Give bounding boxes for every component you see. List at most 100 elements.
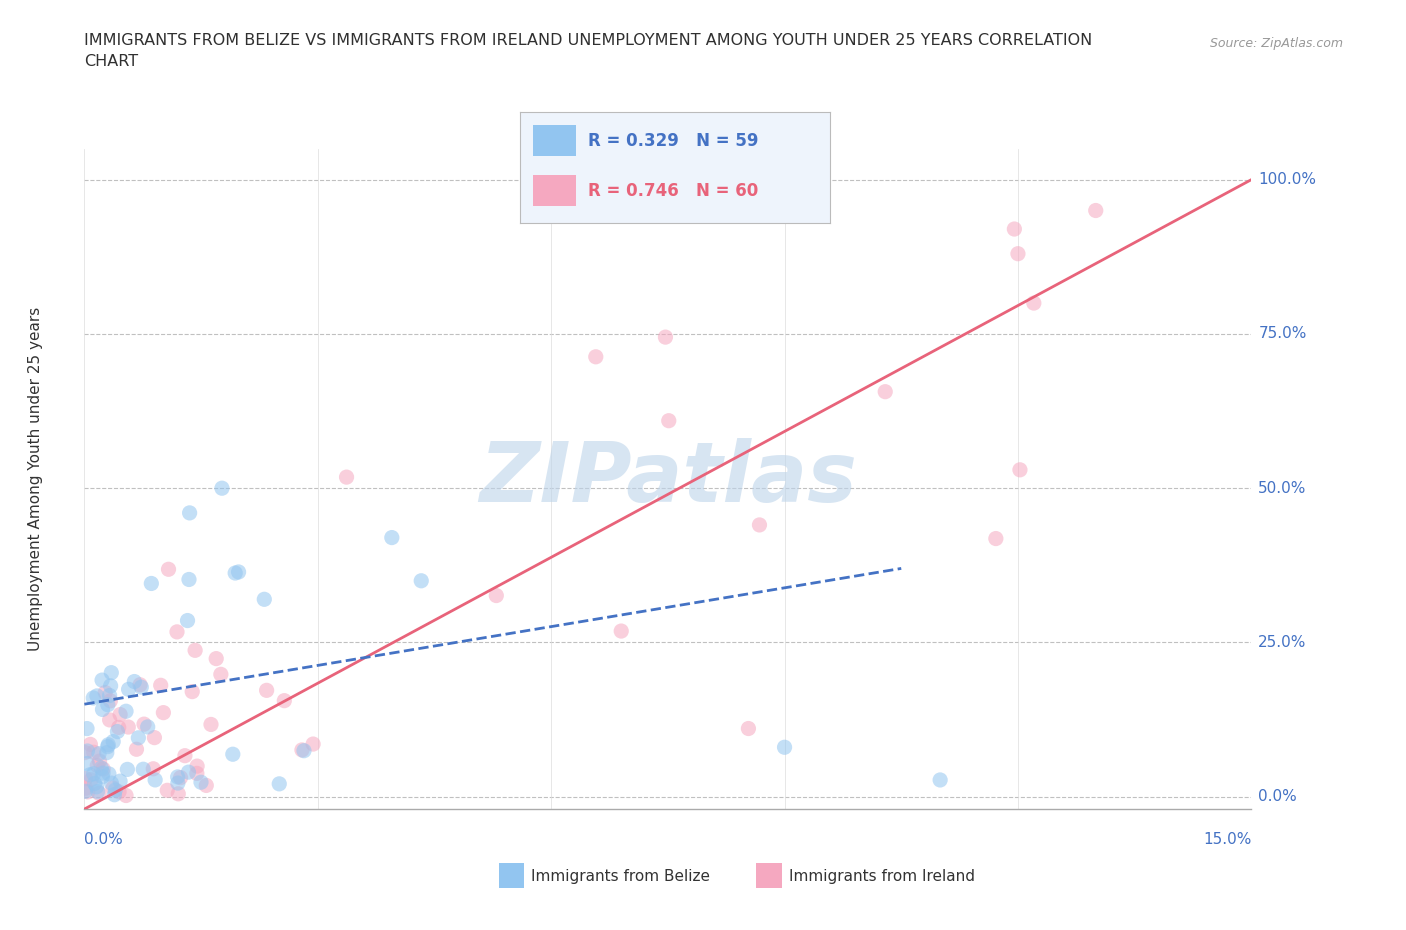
Point [90,761,112,776]
Point [190,775,212,790]
Point [184,643,207,658]
Point [209,667,232,682]
Point [98,688,121,703]
Point [169,770,191,785]
Text: 75.0%: 75.0% [1258,326,1306,341]
Point [101,780,124,795]
Point [91,769,114,784]
Text: R = 0.746   N = 60: R = 0.746 N = 60 [588,182,758,200]
Point [167,787,190,802]
Text: R = 0.329   N = 59: R = 0.329 N = 59 [588,132,759,150]
Point [174,749,197,764]
Text: 0.0%: 0.0% [84,832,124,847]
Point [132,717,155,732]
Point [143,773,166,788]
Point [97,739,120,754]
Point [269,777,291,791]
Point [200,717,222,732]
Point [166,776,188,790]
Point [76,785,98,800]
Point [91,672,114,687]
Point [141,576,163,591]
Point [98,712,121,727]
Point [80,772,103,787]
Point [166,624,188,639]
Point [97,737,120,752]
Point [100,776,122,790]
Point [115,788,138,803]
Point [91,762,114,777]
Bar [533,125,576,156]
Point [115,704,138,719]
Point [108,707,131,722]
Bar [533,175,576,206]
Text: CHART: CHART [84,54,138,69]
Point [291,742,314,757]
Point [737,721,759,736]
Point [132,762,155,777]
Point [166,769,188,784]
Point [748,517,770,532]
Point [100,665,122,680]
Point [82,691,104,706]
Point [83,766,105,781]
Point [181,684,204,699]
Point [107,720,129,735]
Point [94,685,117,700]
Point [104,783,127,798]
Point [610,624,633,639]
Point [86,779,108,794]
Point [86,688,108,703]
Point [97,766,120,781]
Point [125,742,148,757]
Point [75,771,97,786]
Point [108,784,131,799]
Point [1007,246,1029,261]
Point [89,753,111,768]
Point [97,698,120,712]
Text: Unemployment Among Youth under 25 years: Unemployment Among Youth under 25 years [28,307,42,651]
Point [91,765,114,780]
Point [658,413,681,428]
Point [222,747,245,762]
Point [76,756,98,771]
Point [103,734,125,749]
Point [224,565,246,580]
Point [1022,296,1045,311]
Point [152,705,174,720]
Text: 25.0%: 25.0% [1258,635,1306,650]
Point [117,720,139,735]
Point [1084,203,1107,218]
Point [142,762,165,777]
Point [127,730,149,745]
Point [149,678,172,693]
Point [76,744,98,759]
Point [186,766,208,781]
Point [75,784,97,799]
Point [211,481,233,496]
Point [117,682,139,697]
Text: ZIPatlas: ZIPatlas [479,438,856,520]
Text: 100.0%: 100.0% [1258,172,1316,187]
Point [292,743,315,758]
Text: 15.0%: 15.0% [1204,832,1251,847]
Point [179,505,201,520]
Point [117,762,139,777]
Point [335,470,357,485]
Point [100,678,122,693]
Point [302,737,325,751]
Point [157,562,180,577]
Point [253,591,276,606]
Point [129,680,152,695]
Point [176,613,198,628]
Point [195,778,218,793]
Text: Immigrants from Ireland: Immigrants from Ireland [789,869,974,883]
Text: 50.0%: 50.0% [1258,481,1306,496]
Point [108,774,131,789]
Point [73,745,96,760]
Point [654,329,676,344]
Point [79,737,101,751]
Point [485,588,508,603]
Point [773,740,796,755]
Point [86,758,108,773]
